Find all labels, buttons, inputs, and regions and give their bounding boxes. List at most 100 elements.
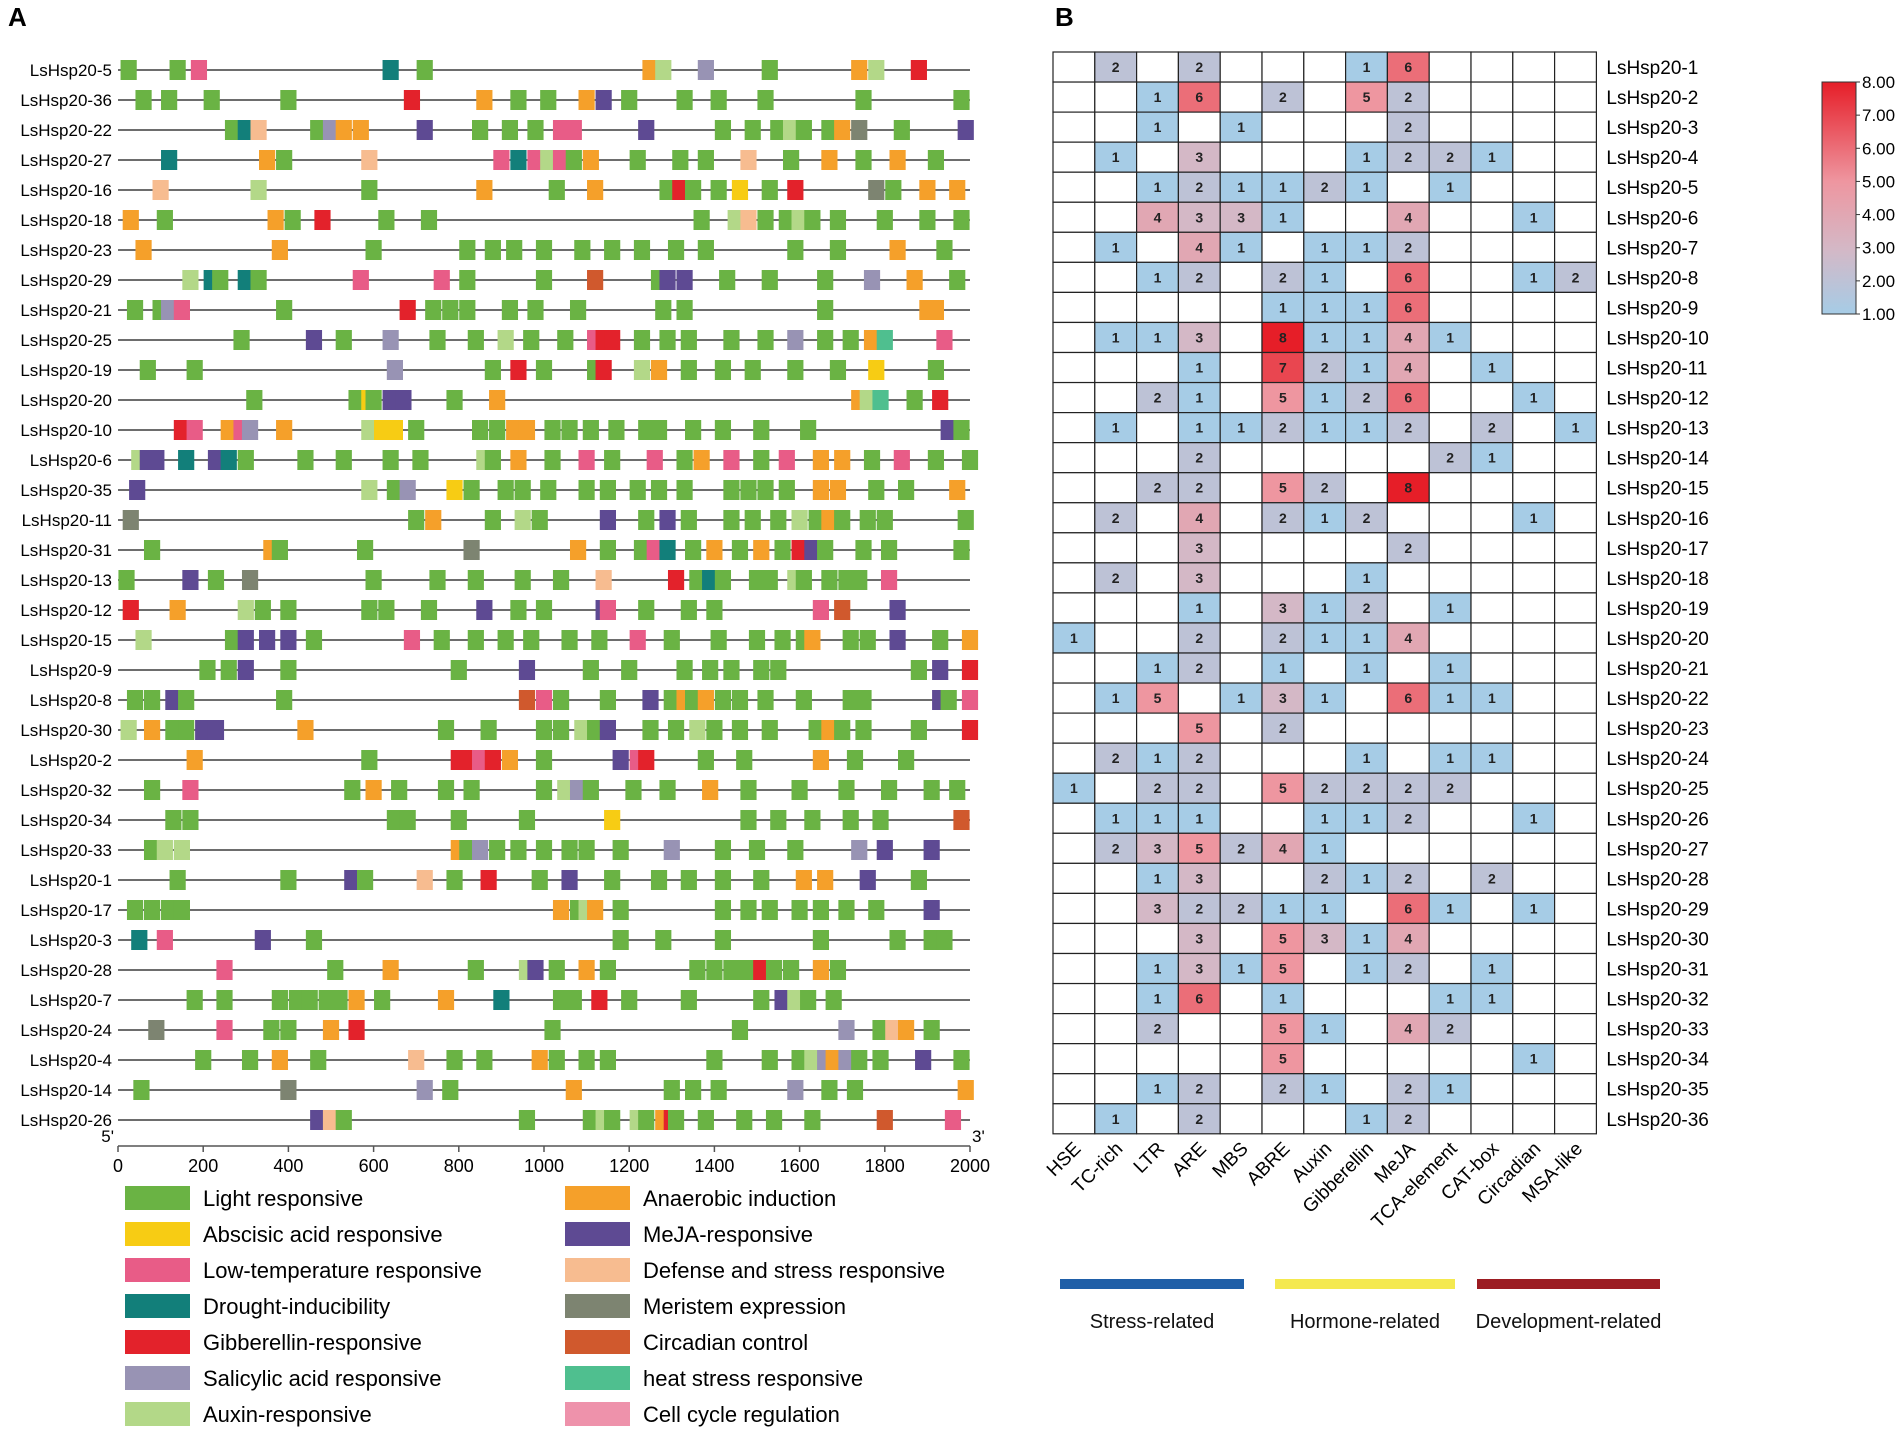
- cis-element: [552, 990, 570, 1010]
- cis-element: [808, 510, 825, 530]
- cis-element: [961, 660, 979, 680]
- cis-element: [501, 300, 519, 320]
- cis-element: [944, 1110, 962, 1130]
- cis-element: [237, 630, 254, 650]
- cis-element: [910, 870, 927, 890]
- cis-element: [131, 930, 148, 950]
- cis-element: [927, 300, 945, 320]
- cis-element: [800, 420, 817, 440]
- cis-element: [535, 600, 553, 620]
- cis-element: [344, 870, 361, 890]
- legend-label: Gibberellin-responsive: [203, 1330, 422, 1355]
- cis-element: [770, 810, 787, 830]
- cis-element: [489, 390, 506, 410]
- cis-element: [957, 120, 974, 140]
- cis-element: [467, 330, 484, 350]
- cis-element: [689, 720, 706, 740]
- cis-element: [851, 1050, 868, 1070]
- gene-label: LsHsp20-23: [20, 241, 112, 260]
- cis-element: [817, 870, 834, 890]
- cis-element: [378, 600, 395, 620]
- cis-element: [459, 240, 476, 260]
- cis-element: [386, 420, 403, 440]
- cis-element: [723, 960, 740, 980]
- cis-element: [829, 240, 847, 260]
- cis-element: [599, 600, 616, 620]
- cis-element: [782, 120, 800, 140]
- cis-element: [280, 1080, 297, 1100]
- cis-element: [872, 1020, 889, 1040]
- five-prime-label: 5': [101, 1127, 114, 1146]
- cis-element: [216, 1020, 233, 1040]
- cis-element: [352, 120, 369, 140]
- cis-element: [237, 270, 254, 290]
- cis-element: [889, 630, 906, 650]
- cis-element: [804, 210, 821, 230]
- cis-element: [748, 840, 766, 860]
- cis-element: [578, 960, 595, 980]
- cis-element: [761, 60, 778, 80]
- cis-element: [297, 450, 314, 470]
- cis-element: [731, 180, 749, 200]
- cis-element: [842, 330, 859, 350]
- cis-element: [753, 540, 770, 560]
- gene-label: LsHsp20-21: [20, 301, 112, 320]
- cis-element: [680, 330, 697, 350]
- cis-element: [859, 390, 876, 410]
- cis-element: [812, 480, 829, 500]
- cis-element: [271, 540, 288, 560]
- cis-element: [540, 480, 557, 500]
- cis-element: [408, 510, 425, 530]
- cis-element: [663, 630, 680, 650]
- cis-element: [957, 510, 974, 530]
- cis-element: [276, 690, 293, 710]
- cis-element: [744, 510, 761, 530]
- legend-swatch: [125, 1186, 190, 1210]
- gene-label: LsHsp20-15: [20, 631, 112, 650]
- cis-element: [493, 150, 510, 170]
- cis-element: [361, 180, 378, 200]
- cis-element: [361, 420, 378, 440]
- cis-element: [846, 750, 864, 770]
- cis-element: [825, 1050, 842, 1070]
- cis-element: [254, 930, 271, 950]
- cis-element: [923, 1020, 940, 1040]
- cis-element: [437, 990, 455, 1010]
- cis-element: [676, 300, 693, 320]
- cis-element: [731, 540, 749, 560]
- cis-element: [569, 780, 587, 800]
- cis-element: [851, 120, 868, 140]
- cis-element: [527, 120, 544, 140]
- cis-element: [288, 990, 306, 1010]
- cis-element: [544, 450, 561, 470]
- cis-element: [352, 270, 369, 290]
- cis-element: [961, 690, 979, 710]
- cis-element: [655, 300, 672, 320]
- cis-element: [876, 840, 893, 860]
- cis-element: [463, 480, 480, 500]
- cis-element: [186, 990, 203, 1010]
- cis-element: [459, 840, 476, 860]
- cis-element: [676, 480, 693, 500]
- cis-element: [280, 90, 297, 110]
- cis-element: [782, 960, 800, 980]
- cis-element: [416, 120, 433, 140]
- gene-label: LsHsp20-7: [30, 991, 112, 1010]
- cis-element: [714, 570, 732, 590]
- cis-element: [587, 720, 604, 740]
- cis-element: [851, 840, 868, 860]
- cis-element: [544, 420, 561, 440]
- cis-element: [604, 240, 621, 260]
- cis-element: [565, 1080, 582, 1100]
- cis-element: [889, 150, 906, 170]
- cis-element: [821, 150, 838, 170]
- cis-element: [348, 390, 365, 410]
- legend-swatch: [125, 1294, 190, 1318]
- cis-element: [310, 1050, 327, 1070]
- cis-element: [365, 390, 382, 410]
- cis-element: [885, 1020, 902, 1040]
- cis-element: [450, 810, 467, 830]
- cis-element: [676, 90, 693, 110]
- cis-element: [961, 630, 979, 650]
- cis-element: [510, 600, 527, 620]
